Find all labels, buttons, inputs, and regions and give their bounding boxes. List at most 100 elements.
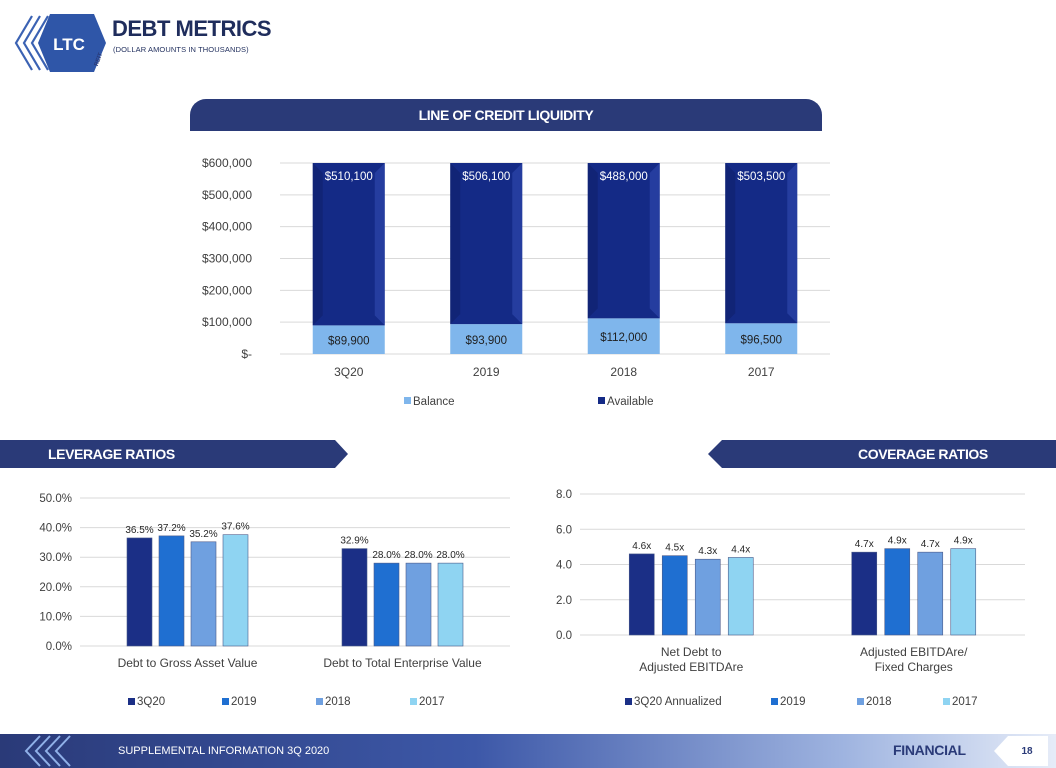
data-label: 4.9x — [954, 536, 973, 547]
bar-2017 — [727, 557, 754, 636]
legend-label: 2017 — [952, 696, 978, 708]
bar-2019 — [158, 535, 185, 647]
legend-label: Balance — [413, 396, 455, 408]
x-tick-label: 2019 — [473, 365, 500, 379]
y-tick-label: $100,000 — [202, 315, 252, 329]
data-label: 36.5% — [125, 525, 153, 536]
legend-label: 2019 — [231, 696, 257, 708]
data-label: 4.3x — [698, 546, 717, 557]
liquidity-banner-label: LINE OF CREDIT LIQUIDITY — [418, 107, 594, 123]
x-tick-label: Adjusted EBITDAre/ — [860, 645, 968, 659]
leverage-banner-label: LEVERAGE RATIOS — [48, 446, 175, 462]
legend-swatch — [410, 698, 417, 705]
bar-2017 — [950, 548, 977, 636]
x-tick-label: Adjusted EBITDAre — [639, 660, 743, 674]
data-label: 28.0% — [436, 550, 464, 561]
data-label: 4.4x — [731, 544, 750, 555]
data-label-balance: $93,900 — [465, 335, 507, 347]
coverage-banner: COVERAGE RATIOS — [708, 440, 1056, 468]
legend-swatch — [857, 698, 864, 705]
bar-available — [312, 163, 385, 326]
x-tick-label: Debt to Gross Asset Value — [118, 656, 258, 670]
y-tick-label: 0.0 — [556, 630, 572, 642]
legend-label: 2018 — [866, 696, 892, 708]
y-tick-label: 2.0 — [556, 595, 572, 607]
ltc-reit-logo: LTC REIT — [14, 14, 106, 72]
y-tick-label: 4.0 — [556, 560, 572, 572]
data-label: 4.7x — [921, 539, 940, 550]
data-label-available: $488,000 — [600, 171, 648, 183]
bar-bevel — [450, 163, 461, 325]
data-label: 4.6x — [632, 541, 651, 552]
data-label: 28.0% — [372, 550, 400, 561]
page-subtitle: (DOLLAR AMOUNTS IN THOUSANDS) — [113, 45, 249, 54]
legend-swatch — [771, 698, 778, 705]
liquidity-chart: $- $100,000 $200,000 $300,000 $400,000 $500,0… — [202, 156, 830, 408]
data-label: 35.2% — [189, 529, 217, 540]
bar-bevel — [587, 163, 598, 319]
y-tick-label: $300,000 — [202, 252, 252, 266]
coverage-banner-label: COVERAGE RATIOS — [858, 446, 988, 462]
y-tick-label: 8.0 — [556, 489, 572, 501]
legend-label: 3Q20 Annualized — [634, 696, 722, 708]
data-label-available: $506,100 — [462, 171, 510, 183]
y-tick-label: $400,000 — [202, 220, 252, 234]
legend-label: 3Q20 — [137, 696, 165, 708]
y-tick-label: 6.0 — [556, 524, 572, 536]
bar-balance — [450, 324, 523, 354]
y-tick-label: $600,000 — [202, 156, 252, 170]
bar-3q20-annualized — [851, 551, 878, 636]
data-label: 4.5x — [665, 543, 684, 554]
data-label: 4.7x — [855, 539, 874, 550]
legend-label: 2017 — [419, 696, 445, 708]
y-tick-label: 0.0% — [46, 641, 72, 653]
x-tick-label: Net Debt to — [661, 645, 722, 659]
bar-balance — [312, 325, 385, 354]
bar-2019 — [373, 562, 400, 647]
data-label: 28.0% — [404, 550, 432, 561]
y-tick-label: 20.0% — [39, 582, 72, 594]
data-label-available: $510,100 — [325, 171, 373, 183]
legend-swatch — [943, 698, 950, 705]
bar-balance — [725, 323, 798, 354]
bar-bevel — [725, 163, 736, 324]
legend-swatch — [128, 698, 135, 705]
bar-3q20-annualized — [628, 553, 655, 636]
bar-2017 — [222, 534, 249, 647]
x-tick-label: Fixed Charges — [875, 660, 953, 674]
bar-2018 — [917, 551, 944, 636]
bar-available — [587, 163, 660, 319]
bar-3q20 — [341, 548, 368, 647]
leverage-banner: LEVERAGE RATIOS — [0, 440, 348, 468]
y-tick-label: $200,000 — [202, 283, 252, 297]
y-tick-label: 10.0% — [39, 611, 72, 623]
page-title: DEBT METRICS — [112, 16, 272, 41]
bar-2018 — [694, 558, 721, 636]
bar-3q20 — [126, 537, 153, 647]
logo-text: LTC — [53, 35, 85, 54]
y-tick-label: 40.0% — [39, 523, 72, 535]
leverage-chart: 0.0% 10.0% 20.0% 30.0% 40.0% 50.0% 36.5% 37.2% 3… — [39, 493, 510, 708]
legend-label: Available — [607, 396, 653, 408]
bar-bevel — [512, 163, 523, 325]
legend-label: 2018 — [325, 696, 351, 708]
data-label-balance: $89,900 — [328, 336, 370, 348]
legend-swatch — [222, 698, 229, 705]
bar-2018 — [190, 541, 217, 647]
legend-label: 2019 — [780, 696, 806, 708]
bar-bevel — [787, 163, 798, 324]
bar-available — [450, 163, 523, 325]
x-tick-label: 2018 — [610, 365, 637, 379]
chevron-logo-icon — [24, 735, 71, 767]
bar-balance — [587, 318, 660, 354]
bar-available — [725, 163, 798, 324]
y-tick-label: $- — [241, 347, 252, 361]
data-label: 32.9% — [340, 536, 368, 547]
x-tick-label: Debt to Total Enterprise Value — [323, 656, 482, 670]
y-tick-label: 50.0% — [39, 493, 72, 505]
coverage-chart: 0.0 2.0 4.0 6.0 8.0 4.6x 4.5x 4.3x 4.4x Net Debt … — [556, 489, 1025, 708]
legend-swatch — [598, 397, 605, 404]
bar-2017 — [437, 562, 464, 647]
x-tick-label: 3Q20 — [334, 365, 364, 379]
data-label: 37.2% — [157, 523, 185, 534]
